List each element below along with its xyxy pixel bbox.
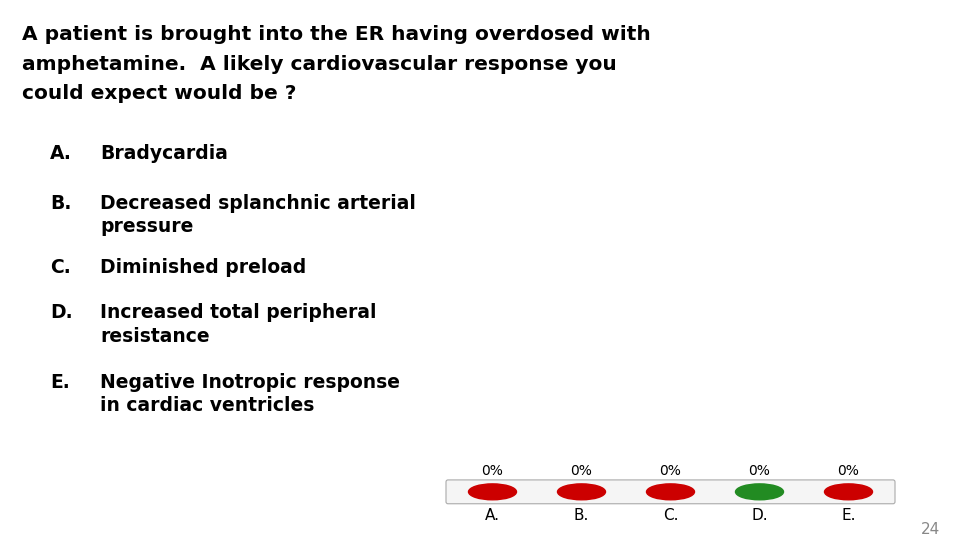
Text: Negative Inotropic response
in cardiac ventricles: Negative Inotropic response in cardiac v…	[100, 373, 400, 415]
Text: A patient is brought into the ER having overdosed with: A patient is brought into the ER having …	[22, 25, 651, 44]
Text: D.: D.	[50, 303, 73, 322]
Ellipse shape	[646, 484, 694, 500]
Text: Diminished preload: Diminished preload	[100, 258, 306, 278]
Ellipse shape	[558, 484, 606, 500]
Text: E.: E.	[841, 508, 855, 523]
Text: D.: D.	[751, 508, 768, 523]
Text: 0%: 0%	[749, 464, 771, 478]
Text: Decreased splanchnic arterial
pressure: Decreased splanchnic arterial pressure	[100, 194, 416, 237]
Text: A.: A.	[485, 508, 500, 523]
Text: 0%: 0%	[570, 464, 592, 478]
FancyBboxPatch shape	[446, 480, 895, 504]
Text: A.: A.	[50, 144, 72, 163]
Text: 24: 24	[921, 522, 940, 537]
Text: C.: C.	[50, 258, 71, 278]
Text: 0%: 0%	[837, 464, 859, 478]
Text: C.: C.	[662, 508, 679, 523]
Text: amphetamine.  A likely cardiovascular response you: amphetamine. A likely cardiovascular res…	[22, 55, 616, 73]
Text: B.: B.	[574, 508, 589, 523]
Text: could expect would be ?: could expect would be ?	[22, 84, 297, 104]
Text: B.: B.	[50, 194, 71, 213]
Text: Bradycardia: Bradycardia	[100, 144, 228, 163]
Text: E.: E.	[50, 373, 70, 392]
Text: 0%: 0%	[482, 464, 503, 478]
Ellipse shape	[468, 484, 516, 500]
Ellipse shape	[735, 484, 783, 500]
Ellipse shape	[825, 484, 873, 500]
Text: 0%: 0%	[660, 464, 682, 478]
Text: Increased total peripheral
resistance: Increased total peripheral resistance	[100, 303, 376, 346]
